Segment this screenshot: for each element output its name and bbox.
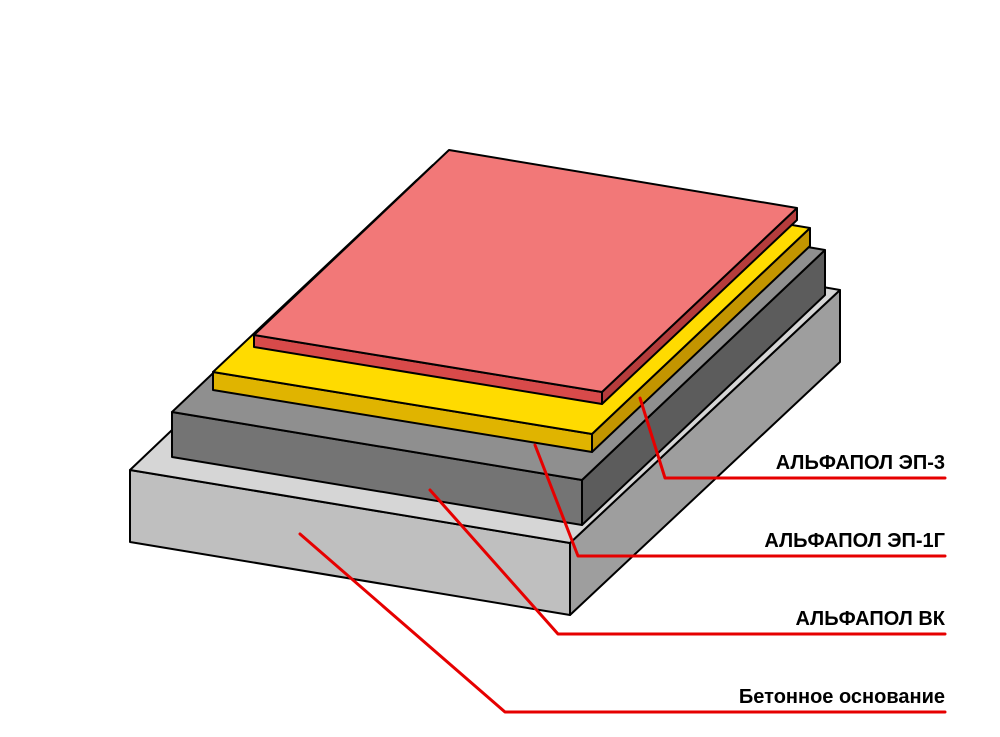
label-base: Бетонное основание: [739, 686, 945, 709]
diagram-stage: Бетонное основание АЛЬФАПОЛ ВК АЛЬФАПОЛ ЭП…: [0, 0, 1000, 737]
label-ep3: АЛЬФАПОЛ ЭП-3: [776, 452, 945, 475]
label-vk: АЛЬФАПОЛ ВК: [795, 608, 945, 631]
label-ep1g: АЛЬФАПОЛ ЭП-1Г: [764, 530, 945, 553]
